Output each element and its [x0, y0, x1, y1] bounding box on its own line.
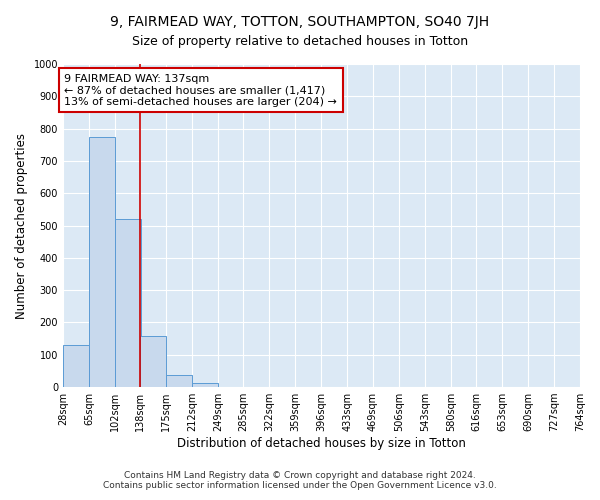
- Bar: [115, 219, 141, 387]
- Bar: [63, 345, 89, 387]
- Text: 9, FAIRMEAD WAY, TOTTON, SOUTHAMPTON, SO40 7JH: 9, FAIRMEAD WAY, TOTTON, SOUTHAMPTON, SO…: [110, 15, 490, 29]
- Bar: [140, 336, 166, 387]
- Bar: [89, 136, 115, 387]
- Bar: [166, 375, 192, 387]
- Text: 9 FAIRMEAD WAY: 137sqm
← 87% of detached houses are smaller (1,417)
13% of semi-: 9 FAIRMEAD WAY: 137sqm ← 87% of detached…: [64, 74, 337, 107]
- X-axis label: Distribution of detached houses by size in Totton: Distribution of detached houses by size …: [177, 437, 466, 450]
- Bar: [192, 383, 218, 387]
- Text: Contains HM Land Registry data © Crown copyright and database right 2024.
Contai: Contains HM Land Registry data © Crown c…: [103, 470, 497, 490]
- Text: Size of property relative to detached houses in Totton: Size of property relative to detached ho…: [132, 35, 468, 48]
- Y-axis label: Number of detached properties: Number of detached properties: [15, 132, 28, 318]
